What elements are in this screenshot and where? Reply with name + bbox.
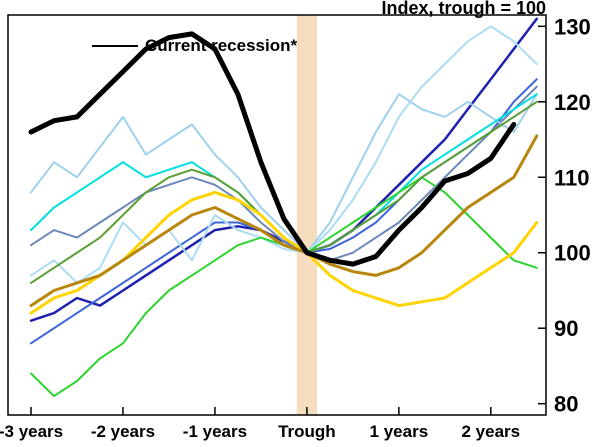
x-tick-label: -2 years — [91, 422, 155, 441]
series-line-line-brown — [29, 134, 539, 308]
series-line-line-pale-blue — [30, 25, 538, 284]
chart-title: Index, trough = 100 — [381, 0, 546, 18]
y-tick-label: 110 — [554, 165, 590, 190]
trough-band — [296, 15, 318, 415]
y-tick-label: 80 — [554, 392, 578, 417]
y-tick-label: 120 — [554, 90, 591, 115]
y-tick-label: 100 — [554, 241, 591, 266]
x-tick-label: -1 years — [183, 422, 247, 441]
x-tick-label: 1 years — [370, 422, 429, 441]
series-line-current-recession — [28, 31, 517, 267]
y-tick-label: 90 — [554, 316, 578, 341]
series-line-line-navy — [29, 17, 539, 322]
x-tick-label: Trough — [278, 422, 336, 441]
legend-line-swatch — [92, 45, 138, 47]
x-tick-label: -3 years — [0, 422, 63, 441]
y-tick-label: 130 — [554, 14, 591, 39]
series-line-line-slate-blue — [30, 85, 538, 262]
plot-frame — [7, 14, 547, 416]
series-line-line-sky-blue — [30, 93, 538, 254]
legend-label: Current recession* — [145, 36, 298, 55]
legend: Current recession* — [92, 36, 297, 56]
x-tick-label: 2 years — [462, 422, 521, 441]
